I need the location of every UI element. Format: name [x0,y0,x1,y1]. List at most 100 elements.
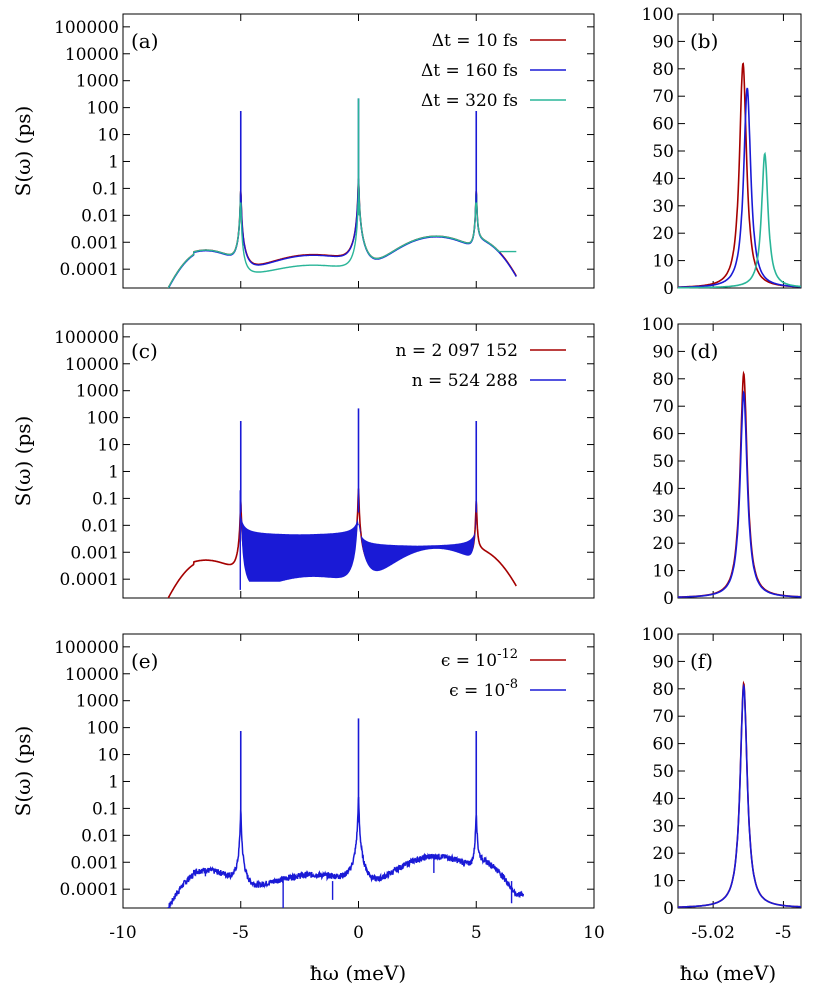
series-line-red [167,178,517,288]
y-tick-label: 0.001 [70,853,119,873]
y-tick-label: 0.0001 [60,880,119,900]
x-tick-label: -5 [775,923,792,943]
series-line-green [678,151,801,289]
y-tick-label: 0.0001 [60,570,119,590]
y-tick-label: 0 [663,899,674,919]
y-tick-label: 30 [652,197,674,217]
series-line-blue [678,683,801,908]
y-tick-label: 10 [652,562,674,582]
y-tick-label: 60 [652,735,674,755]
y-tick-label: 100 [642,315,674,335]
series-line-blue [678,87,801,289]
panel-tag: (f) [690,649,713,673]
y-tick-label: 40 [652,479,674,499]
series-line-red [677,62,801,288]
y-tick-label: 80 [652,680,674,700]
panel-a: 0.0001 0.001 0.01 0.1 1 10 100 1000 10000 100000 S… [11,13,595,289]
x-tick-label: 0 [353,923,364,943]
y-tick-label: 100 [87,409,119,429]
series-line-blue [167,179,517,288]
legend-label: Δt = 10 fs [432,31,518,51]
x-tick-label: 10 [583,923,605,943]
legend-label: n = 524 288 [412,371,518,391]
y-tick-label: 20 [652,844,674,864]
y-tick-label: 50 [652,142,674,162]
y-tick-label: 0.1 [92,179,119,199]
y-tick-label: 1000 [76,72,119,92]
y-tick-label: 10000 [65,665,119,685]
y-tick-label: 20 [652,534,674,554]
y-tick-label: 70 [652,707,674,727]
y-tick-label: 90 [652,652,674,672]
panel-tag: (a) [131,29,159,53]
y-tick-label: 10 [97,436,119,456]
x-axis-label-right: ħω (meV) [680,961,776,985]
y-tick-label: 100000 [54,18,119,38]
y-axis-label: S(ω) (ps) [11,726,35,817]
y-tick-label: 10000 [65,45,119,65]
x-tick-label: -10 [109,923,136,943]
panel-b: 0 10 20 30 40 50 60 70 80 90 100 (b) [642,5,802,299]
y-tick-label: 100 [87,719,119,739]
y-tick-label: 0 [663,589,674,609]
y-tick-label: 0.01 [81,826,119,846]
y-axis-label: S(ω) (ps) [11,106,35,197]
curves [167,718,525,908]
y-tick-label: 100 [642,625,674,645]
y-tick-label: 60 [652,425,674,445]
y-tick-label: 0.001 [70,233,119,253]
y-tick-label: 40 [652,789,674,809]
legend-label: ϵ = 10-12 [441,647,518,671]
y-axis-label: S(ω) (ps) [11,416,35,507]
curves [167,98,517,288]
y-tick-label: 60 [652,115,674,135]
series-band-blue [240,503,477,582]
plot-frame [677,323,802,599]
y-tick-label: 10 [652,252,674,272]
y-tick-label: 0 [663,279,674,299]
panel-tag: (e) [131,649,158,673]
y-tick-label: 0.1 [92,489,119,509]
series-line-green [167,182,517,288]
plot-frame [677,633,802,909]
legend-label: n = 2 097 152 [395,341,518,361]
x-tick-label: -5.02 [691,923,735,943]
y-tick-label: 10000 [65,355,119,375]
y-tick-label: 90 [652,342,674,362]
y-tick-label: 100 [642,5,674,25]
y-tick-label: 30 [652,817,674,837]
y-tick-label: 10 [652,872,674,892]
x-axis-label-left: ħω (meV) [310,961,406,985]
y-tick-label: 1000 [76,382,119,402]
legend-label: Δt = 160 fs [421,61,518,81]
y-tick-label: 50 [652,452,674,472]
x-tick-label: -5 [232,923,249,943]
y-tick-label: 1 [108,462,119,482]
series-line-blue [677,390,801,598]
y-tick-label: 80 [652,60,674,80]
panel-c: 0.0001 0.001 0.01 0.1 1 10 100 1000 10000 100000 S… [11,323,595,599]
y-tick-label: 50 [652,762,674,782]
y-tick-label: 90 [652,32,674,52]
curves [167,408,517,598]
y-tick-label: 30 [652,507,674,527]
legend-label: Δt = 320 fs [421,91,518,111]
y-tick-label: 0.1 [92,799,119,819]
y-tick-label: 1 [108,772,119,792]
panel-tag: (b) [690,29,718,53]
x-tick-label: 5 [471,923,482,943]
y-tick-label: 80 [652,370,674,390]
figure-layer: 0.00010.0010.010.1110100100010000100000S… [11,5,802,943]
y-tick-label: 10 [97,126,119,146]
panel-tag: (c) [131,339,158,363]
panel-tag: (d) [690,339,718,363]
y-tick-label: 1 [108,152,119,172]
y-tick-label: 70 [652,87,674,107]
panel-e: 0.00010.0010.010.1110100100010000100000-… [11,633,605,943]
panel-f: 0 10 20 30 40 50 60 70 80 90 100 -5.02 -5 (f) [642,625,802,943]
y-tick-label: 100 [87,99,119,119]
y-tick-label: 20 [652,224,674,244]
y-tick-label: 100000 [54,638,119,658]
y-tick-label: 100000 [54,328,119,348]
